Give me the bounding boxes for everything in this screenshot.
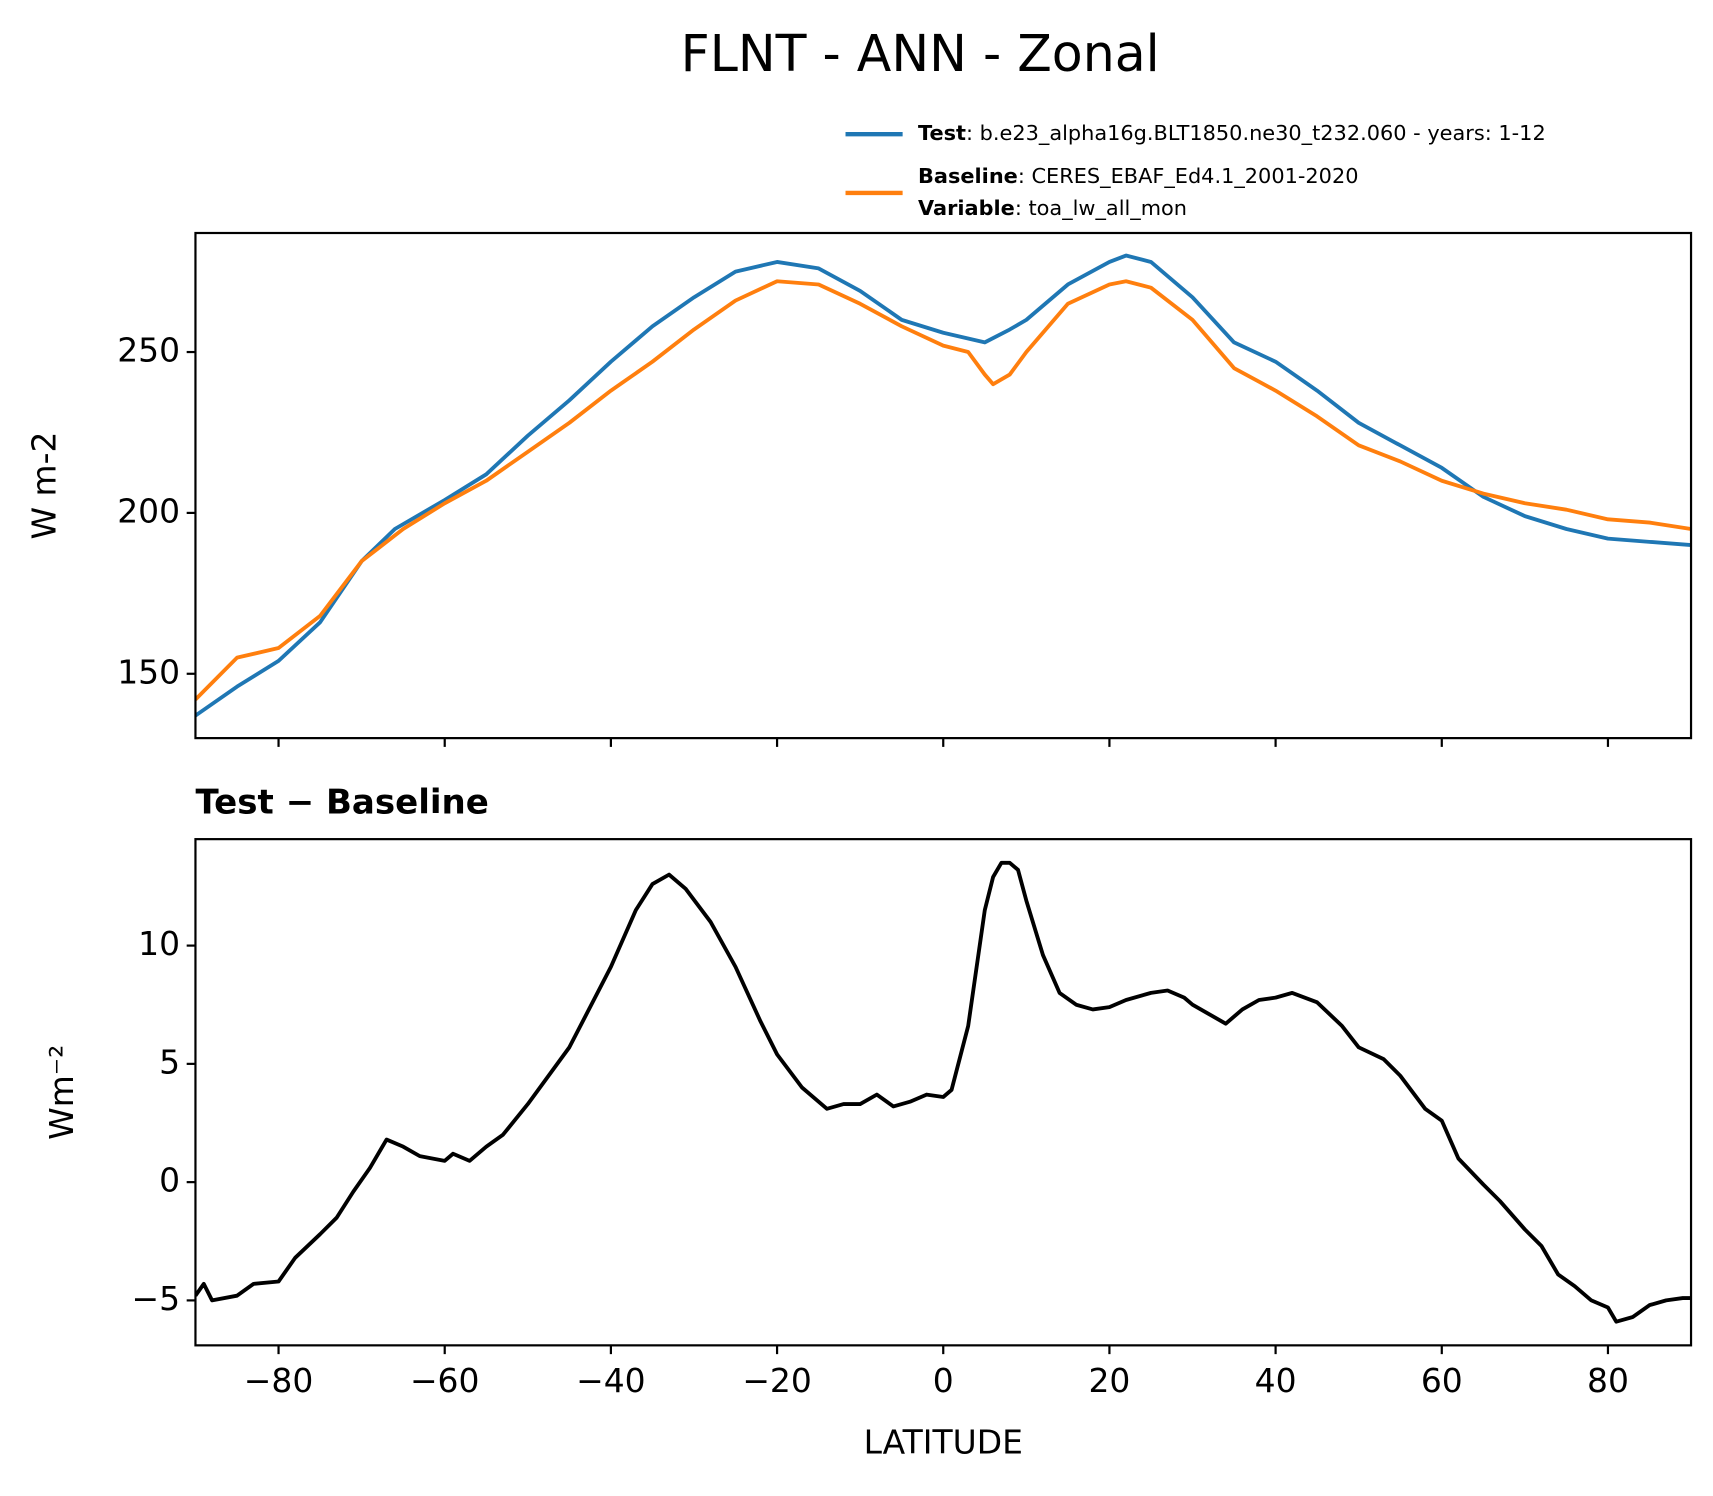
legend-name: Test	[918, 121, 966, 145]
x-tick-label: 80	[1587, 1361, 1629, 1400]
y-tick-label: 150	[117, 652, 180, 691]
x-tick-label: 40	[1255, 1361, 1297, 1400]
series-line	[195, 253, 1692, 718]
x-tick-label: −20	[742, 1361, 812, 1400]
y-tick-label: 5	[159, 1042, 180, 1081]
figure-title: FLNT - ANN - Zonal	[681, 24, 1160, 83]
legend-label: Test: b.e23_alpha16g.BLT1850.ne30_t232.0…	[918, 121, 1546, 146]
y-tick-label: 0	[159, 1161, 180, 1200]
axes-frame	[194, 838, 1693, 1347]
x-tick-label: −40	[576, 1361, 646, 1400]
legend-text: : toa_lw_all_mon	[1015, 196, 1187, 221]
legend-text: : CERES_EBAF_Ed4.1_2001-2020	[1018, 164, 1359, 189]
x-tick-label: 0	[933, 1361, 954, 1400]
x-tick-label: −80	[244, 1361, 314, 1400]
series-line	[195, 279, 1692, 701]
legend-label: Variable: toa_lw_all_mon	[918, 196, 1187, 221]
x-tick-label: 60	[1421, 1361, 1463, 1400]
legend-name: Baseline	[918, 164, 1018, 188]
x-tick-label: 20	[1088, 1361, 1130, 1400]
y-tick-label: 10	[138, 924, 180, 963]
y-tick-label: −5	[132, 1279, 181, 1318]
legend-label: Baseline: CERES_EBAF_Ed4.1_2001-2020	[918, 164, 1358, 189]
x-axis-label: LATITUDE	[864, 1423, 1023, 1462]
series-line	[195, 860, 1692, 1324]
legend-name: Variable	[918, 196, 1015, 220]
y-axis-label: W m-2	[25, 432, 64, 540]
y-axis-label: Wm⁻²	[42, 1045, 81, 1140]
y-tick-label: 250	[117, 331, 180, 370]
x-tick-label: −60	[410, 1361, 480, 1400]
y-tick-label: 200	[117, 491, 180, 530]
legend-text: : b.e23_alpha16g.BLT1850.ne30_t232.060 -…	[966, 121, 1546, 146]
axes-title: Test − Baseline	[195, 783, 488, 823]
